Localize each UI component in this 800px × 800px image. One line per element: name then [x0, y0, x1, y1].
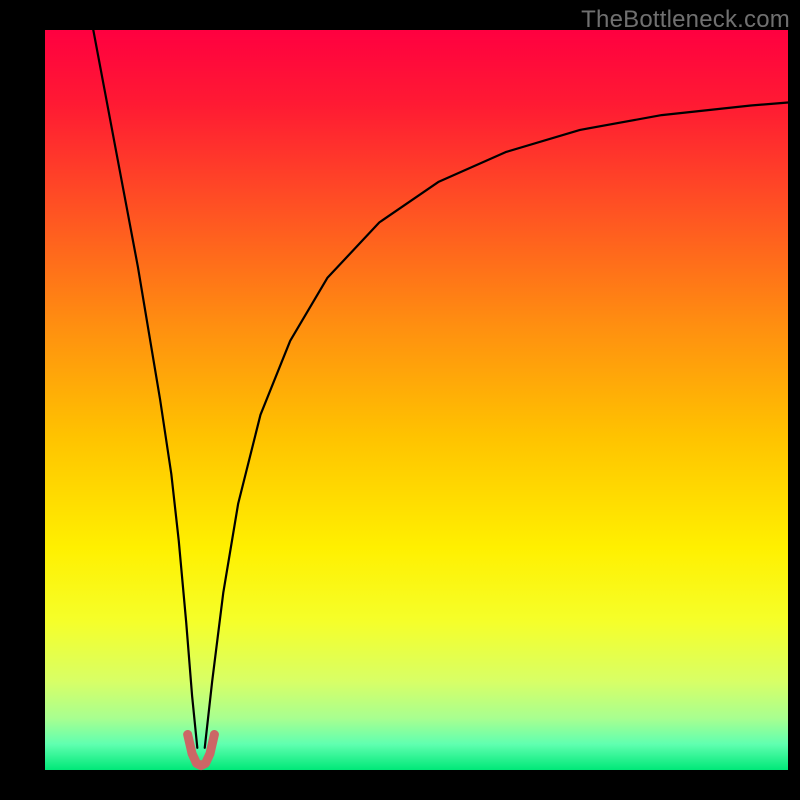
chart-container: TheBottleneck.com [0, 0, 800, 800]
border-right [788, 0, 800, 800]
bottleneck-chart-svg [0, 0, 800, 800]
plot-area [45, 30, 788, 770]
border-left [0, 0, 45, 800]
watermark-label: TheBottleneck.com [581, 6, 790, 34]
border-bottom [0, 770, 800, 800]
